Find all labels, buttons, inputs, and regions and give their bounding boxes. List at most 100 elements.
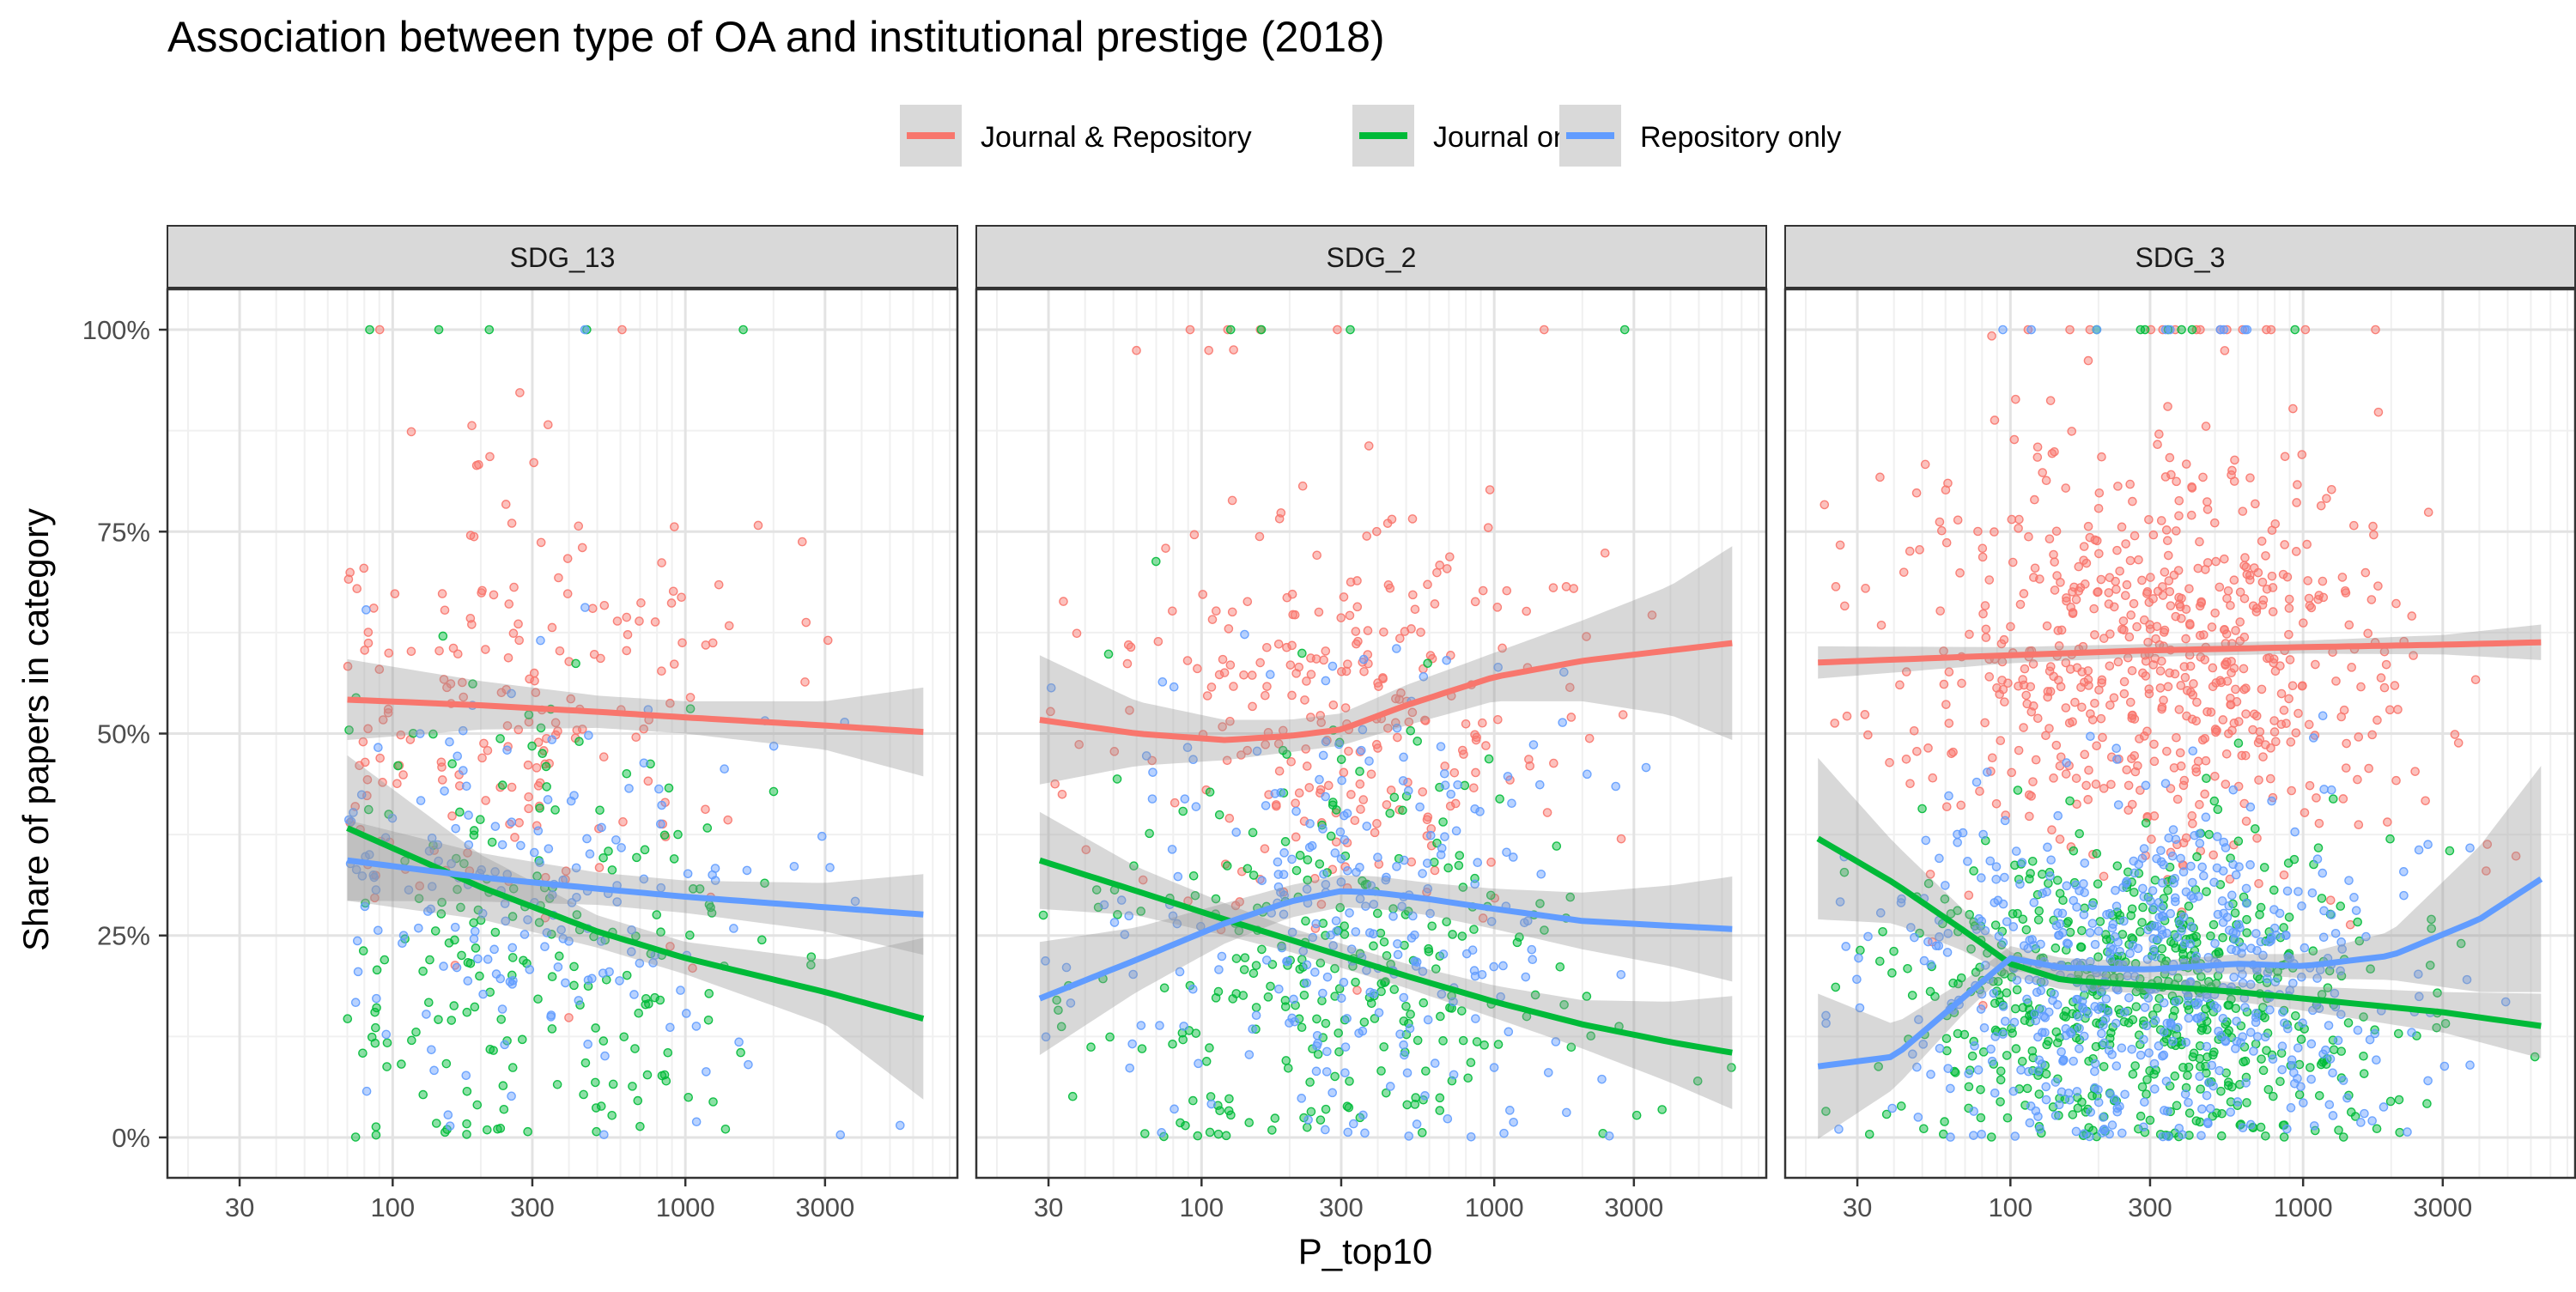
- data-point: [572, 725, 582, 735]
- data-point: [1492, 603, 1503, 612]
- data-point: [630, 1044, 640, 1053]
- legend-item-journal-repository: Journal & Repository: [900, 105, 1252, 167]
- facet-strip-label: SDG_2: [1327, 242, 1417, 273]
- data-point: [2120, 1007, 2129, 1017]
- data-point: [380, 833, 391, 843]
- data-point: [1147, 794, 1157, 804]
- data-point: [1120, 930, 1130, 939]
- data-point: [1946, 909, 1956, 919]
- data-point: [2111, 885, 2120, 895]
- data-point: [2080, 888, 2089, 898]
- data-point: [1333, 325, 1342, 335]
- data-point: [2312, 793, 2321, 803]
- x-tick-label: 3000: [1604, 1192, 1663, 1222]
- data-point: [547, 735, 557, 744]
- data-point: [1446, 789, 1456, 799]
- data-point: [1283, 956, 1292, 967]
- data-point: [1551, 1037, 1561, 1046]
- data-point: [1923, 878, 1934, 889]
- data-point: [2038, 870, 2047, 879]
- data-point: [2002, 1113, 2013, 1123]
- data-point: [579, 1089, 588, 1100]
- data-point: [1996, 639, 2007, 649]
- data-point: [2127, 904, 2137, 914]
- data-point: [477, 585, 487, 596]
- data-point: [1249, 968, 1259, 979]
- data-point: [434, 856, 443, 866]
- data-point: [1509, 852, 1518, 862]
- x-tick-label: 1000: [2274, 1192, 2333, 1222]
- data-point: [2201, 755, 2211, 766]
- data-point: [2372, 715, 2382, 725]
- data-point: [1339, 592, 1349, 602]
- data-point: [1112, 774, 1122, 784]
- data-point: [1257, 876, 1267, 886]
- data-point: [2289, 854, 2300, 864]
- data-point: [2028, 777, 2038, 786]
- data-point: [344, 725, 354, 735]
- data-point: [414, 894, 424, 903]
- data-point: [2277, 1065, 2287, 1075]
- data-point: [1470, 879, 1479, 889]
- data-point: [1389, 792, 1400, 803]
- data-point: [2041, 476, 2051, 486]
- data-point: [2414, 969, 2423, 980]
- x-axis-title: P_top10: [1298, 1231, 1432, 1271]
- data-point: [2202, 773, 2211, 784]
- data-point: [2318, 711, 2328, 721]
- data-point: [1920, 459, 1930, 470]
- data-point: [1566, 1042, 1577, 1052]
- data-point: [2288, 403, 2298, 414]
- data-point: [2065, 796, 2075, 806]
- data-point: [2172, 794, 2183, 804]
- data-point: [1343, 865, 1352, 876]
- data-point: [1430, 599, 1440, 609]
- data-point: [2045, 396, 2056, 405]
- data-point: [1983, 767, 1992, 777]
- data-point: [1470, 597, 1480, 607]
- data-point: [2266, 325, 2276, 335]
- data-point: [1990, 920, 2001, 930]
- data-point: [2107, 1120, 2117, 1130]
- data-point: [2224, 901, 2234, 911]
- data-point: [561, 978, 570, 988]
- data-point: [1955, 568, 1965, 578]
- data-point: [1363, 626, 1373, 635]
- data-point: [2125, 555, 2136, 566]
- data-point: [459, 692, 469, 702]
- data-point: [2242, 928, 2251, 937]
- data-point: [2075, 1044, 2084, 1053]
- data-point: [1350, 816, 1360, 826]
- data-point: [1991, 862, 2002, 871]
- data-point: [371, 1122, 381, 1131]
- data-point: [2297, 901, 2306, 911]
- data-point: [2137, 575, 2147, 585]
- data-point: [1316, 900, 1327, 909]
- data-point: [2007, 767, 2016, 778]
- data-point: [373, 925, 383, 936]
- data-point: [2294, 1059, 2305, 1070]
- data-point: [1346, 325, 1355, 335]
- data-point: [2203, 1119, 2213, 1129]
- data-point: [2154, 934, 2163, 943]
- data-point: [1423, 658, 1432, 668]
- data-point: [2209, 796, 2220, 806]
- data-point: [343, 661, 353, 671]
- data-point: [2169, 570, 2179, 580]
- data-point: [2394, 1028, 2403, 1039]
- data-point: [1392, 862, 1401, 871]
- data-point: [1180, 794, 1190, 804]
- data-point: [1967, 1051, 1978, 1061]
- data-point: [2035, 574, 2044, 584]
- ci-ribbon-repository-only: [347, 820, 924, 955]
- data-point: [2025, 811, 2034, 822]
- data-point: [2050, 1077, 2061, 1087]
- data-point: [582, 834, 592, 844]
- data-point: [566, 694, 576, 704]
- data-point: [2341, 588, 2351, 597]
- data-point: [1301, 916, 1310, 926]
- data-point: [1340, 1068, 1350, 1078]
- data-point: [1236, 750, 1246, 760]
- data-point: [1295, 964, 1305, 974]
- data-point: [2269, 654, 2279, 664]
